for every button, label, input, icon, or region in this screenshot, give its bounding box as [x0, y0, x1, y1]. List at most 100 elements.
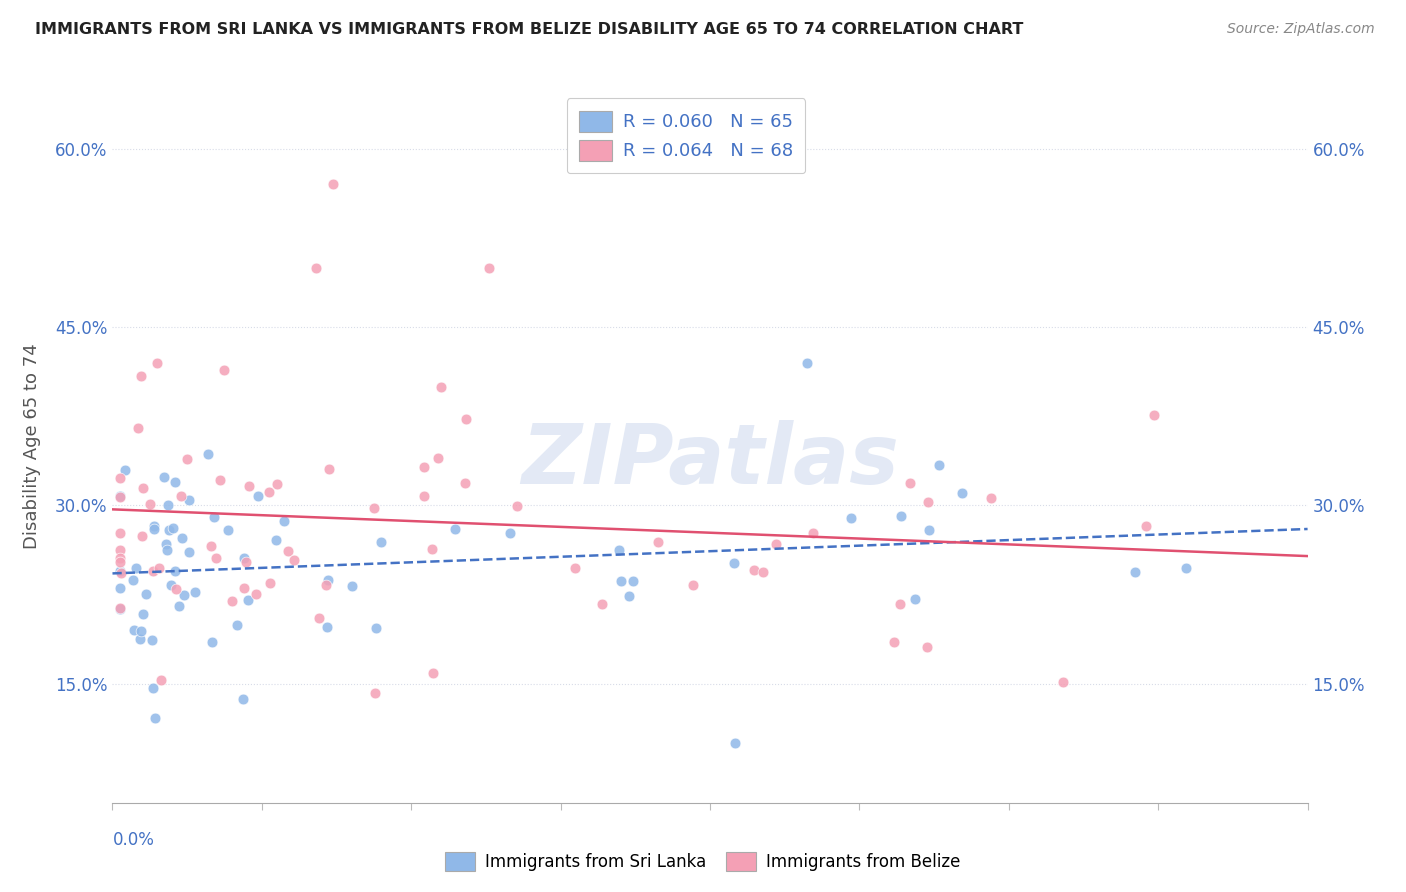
Point — [162, 521, 184, 535]
Point — [110, 566, 132, 581]
Point — [950, 485, 973, 500]
Text: 0.0%: 0.0% — [112, 831, 155, 849]
Point — [429, 380, 451, 394]
Point — [454, 411, 477, 425]
Point — [232, 551, 254, 566]
Point — [499, 525, 522, 540]
Point — [364, 621, 387, 635]
Point — [142, 564, 165, 578]
Point — [316, 620, 339, 634]
Point — [413, 489, 436, 503]
Point — [647, 535, 669, 549]
Y-axis label: Disability Age 65 to 74: Disability Age 65 to 74 — [24, 343, 41, 549]
Point — [322, 178, 344, 192]
Point — [363, 501, 385, 516]
Text: IMMIGRANTS FROM SRI LANKA VS IMMIGRANTS FROM BELIZE DISABILITY AGE 65 TO 74 CORR: IMMIGRANTS FROM SRI LANKA VS IMMIGRANTS … — [35, 22, 1024, 37]
Point — [917, 640, 939, 655]
Point — [129, 632, 152, 646]
Point — [796, 356, 818, 370]
Point — [273, 514, 295, 528]
Point — [167, 599, 190, 613]
Point — [108, 543, 131, 558]
Point — [682, 578, 704, 592]
Point — [454, 475, 477, 490]
Point — [122, 573, 145, 587]
Point — [197, 447, 219, 461]
Point — [245, 587, 267, 601]
Point — [212, 363, 235, 377]
Point — [412, 460, 434, 475]
Point — [114, 463, 136, 477]
Point — [176, 452, 198, 467]
Point — [1123, 566, 1146, 580]
Point — [918, 524, 941, 538]
Point — [724, 736, 747, 750]
Point — [980, 491, 1002, 506]
Point — [138, 497, 160, 511]
Point — [108, 489, 131, 503]
Point — [131, 529, 153, 543]
Point — [108, 602, 131, 616]
Point — [141, 633, 163, 648]
Point — [370, 535, 392, 549]
Point — [108, 525, 131, 540]
Point — [420, 541, 443, 556]
Point — [723, 557, 745, 571]
Point — [108, 470, 131, 484]
Point — [928, 458, 950, 473]
Point — [200, 539, 222, 553]
Point — [156, 498, 179, 512]
Point — [610, 574, 633, 588]
Point — [283, 553, 305, 567]
Point — [742, 563, 765, 577]
Point — [146, 356, 169, 370]
Point — [108, 601, 131, 615]
Text: ZIPatlas: ZIPatlas — [522, 420, 898, 500]
Point — [173, 588, 195, 602]
Point — [225, 618, 247, 632]
Point — [564, 561, 586, 575]
Point — [177, 493, 200, 508]
Point — [617, 589, 640, 603]
Point — [264, 533, 287, 547]
Point — [145, 711, 167, 725]
Point — [315, 578, 337, 592]
Point — [277, 544, 299, 558]
Legend: R = 0.060   N = 65, R = 0.064   N = 68: R = 0.060 N = 65, R = 0.064 N = 68 — [567, 98, 806, 173]
Point — [153, 470, 176, 484]
Point — [505, 499, 527, 513]
Point — [1135, 519, 1157, 533]
Point — [259, 576, 281, 591]
Point — [142, 519, 165, 533]
Point — [155, 542, 177, 557]
Point — [221, 593, 243, 607]
Point — [890, 508, 912, 523]
Point — [108, 551, 131, 566]
Point — [165, 582, 187, 597]
Point — [127, 420, 149, 434]
Point — [163, 564, 186, 578]
Point — [889, 597, 911, 611]
Point — [1143, 409, 1166, 423]
Point — [238, 593, 260, 607]
Point — [108, 564, 131, 578]
Point — [305, 260, 328, 275]
Point — [318, 462, 340, 476]
Point — [200, 635, 222, 649]
Point — [364, 686, 387, 700]
Point — [1175, 561, 1198, 575]
Point — [422, 665, 444, 680]
Point — [163, 475, 186, 489]
Point — [155, 537, 177, 551]
Point — [308, 611, 330, 625]
Point — [142, 681, 165, 696]
Point — [184, 585, 207, 599]
Point — [108, 555, 131, 569]
Point — [235, 555, 257, 569]
Point — [170, 531, 193, 545]
Point — [1052, 674, 1074, 689]
Point — [170, 488, 193, 502]
Point — [205, 551, 228, 566]
Point — [803, 526, 825, 541]
Point — [157, 523, 180, 537]
